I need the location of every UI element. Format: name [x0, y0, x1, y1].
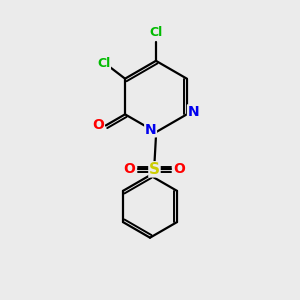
Text: O: O — [92, 118, 104, 133]
Text: O: O — [173, 162, 185, 176]
Text: N: N — [188, 105, 199, 119]
Text: Cl: Cl — [149, 26, 163, 39]
Text: S: S — [149, 162, 160, 177]
Text: Cl: Cl — [97, 58, 110, 70]
Text: O: O — [124, 162, 135, 176]
Text: N: N — [145, 123, 156, 137]
